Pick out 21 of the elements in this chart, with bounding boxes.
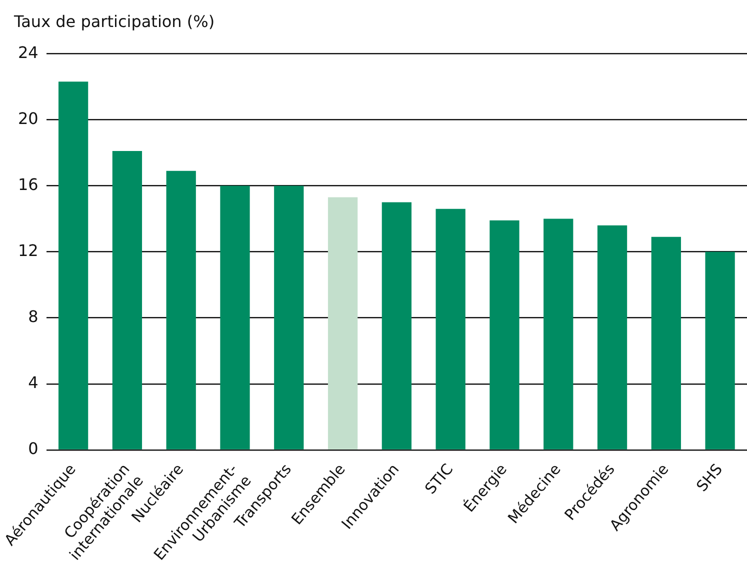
y-tick-label: 4: [28, 373, 38, 392]
y-tick-label: 20: [18, 108, 38, 128]
y-tick-label: 16: [18, 174, 38, 194]
bar: [58, 82, 88, 450]
bar: [705, 252, 735, 450]
bar: [112, 151, 142, 450]
bar: [328, 197, 358, 450]
bar: [220, 186, 250, 450]
y-tick-label: 24: [18, 42, 38, 62]
bar: [597, 225, 628, 450]
bar: [490, 220, 520, 450]
bar: [382, 202, 412, 450]
bar: [544, 218, 574, 450]
y-tick-label: 8: [28, 307, 38, 326]
y-tick-label: 0: [28, 439, 38, 458]
bar: [274, 186, 304, 450]
y-axis-title: Taux de participation (%): [14, 12, 215, 31]
bar: [651, 236, 681, 450]
bar: [436, 208, 466, 450]
bar: [166, 170, 196, 450]
y-tick-label: 12: [18, 240, 38, 260]
